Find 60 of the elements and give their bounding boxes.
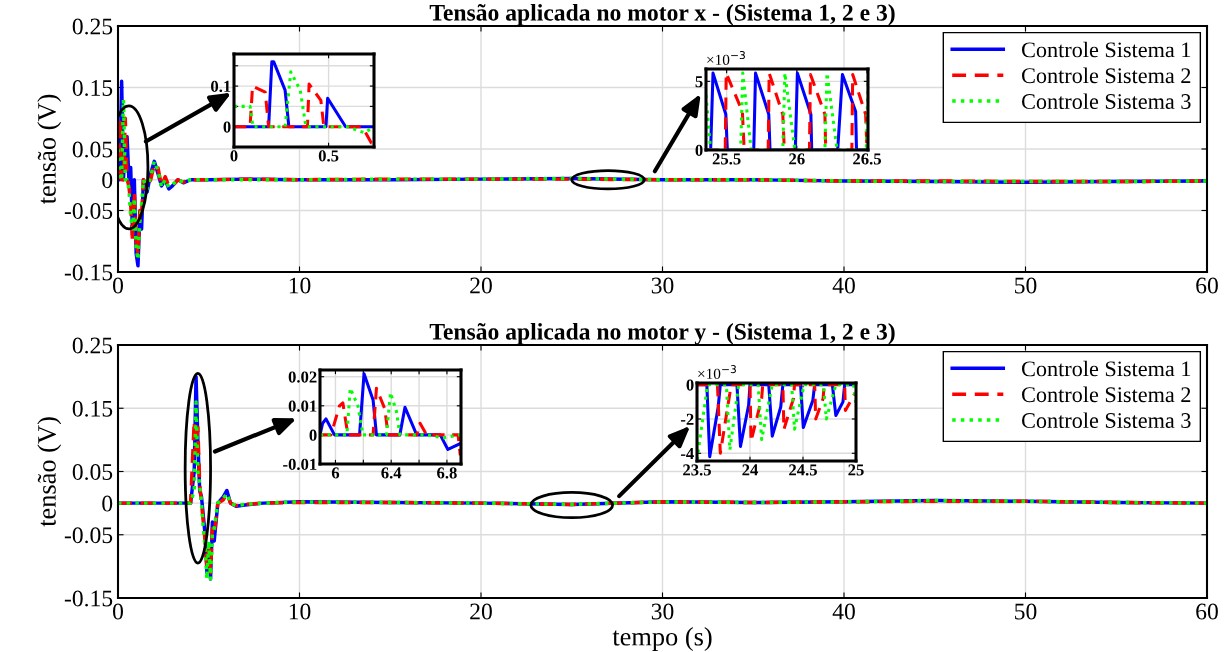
y-tick-label: 0.05 bbox=[72, 463, 113, 481]
y-tick-label: 5 bbox=[695, 76, 703, 88]
chart-title: Tensão aplicada no motor y - (Sistema 1, 2 e 3) bbox=[429, 323, 895, 345]
annotation: ×10$^{−3}$ bbox=[707, 51, 745, 65]
y-tick-label: 0.05 bbox=[72, 141, 113, 158]
x-tick-label: 10 bbox=[289, 603, 311, 620]
line-series bbox=[234, 70, 374, 135]
x-tick-label: 26.5 bbox=[853, 153, 881, 165]
x-tick-label: 25.5 bbox=[712, 153, 741, 165]
x-tick-label: 30 bbox=[651, 277, 674, 294]
y-tick-label: 0 bbox=[102, 172, 113, 189]
y-tick-label: 0.1 bbox=[211, 80, 231, 93]
x-tick-label: 26 bbox=[789, 153, 805, 165]
x-axis-title: tempo (s) bbox=[612, 627, 712, 651]
y-tick-label: 0.25 bbox=[72, 337, 113, 354]
x-tick-label: 10 bbox=[289, 277, 311, 294]
legend-label: Controle Sistema 1 bbox=[1022, 360, 1191, 377]
legend-label: Controle Sistema 3 bbox=[1022, 412, 1191, 429]
x-tick-label: 6.8 bbox=[437, 467, 457, 479]
y-tick-label: 0 bbox=[686, 379, 694, 391]
y-tick-label: -4 bbox=[680, 448, 694, 460]
x-tick-label: 24.5 bbox=[789, 464, 817, 476]
x-tick-label: 6 bbox=[331, 467, 340, 479]
y-tick-label: 0.25 bbox=[72, 18, 113, 35]
legend-label: Controle Sistema 2 bbox=[1022, 67, 1191, 84]
annotation: ×10$^{−3}$ bbox=[698, 365, 736, 379]
line-series bbox=[706, 71, 868, 150]
y-tick-label: -0.15 bbox=[64, 264, 113, 281]
chart-title: Tensão aplicada no motor x - (Sistema 1, 2 e 3) bbox=[429, 4, 895, 26]
y-tick-label: 0 bbox=[102, 495, 113, 512]
legend-label: Controle Sistema 2 bbox=[1022, 386, 1191, 403]
legend-label: Controle Sistema 1 bbox=[1022, 41, 1191, 58]
x-tick-label: 24 bbox=[742, 464, 759, 476]
x-tick-label: 20 bbox=[470, 603, 492, 620]
x-tick-label: 30 bbox=[651, 603, 674, 620]
x-tick-label: 23.5 bbox=[683, 464, 711, 476]
x-tick-label: 25 bbox=[848, 464, 864, 476]
x-tick-label: 60 bbox=[1196, 277, 1218, 294]
y-tick-label: 0.02 bbox=[288, 371, 317, 383]
legend-label: Controle Sistema 3 bbox=[1022, 93, 1191, 110]
y-axis-title: tensão (V) bbox=[37, 417, 62, 527]
y-tick-label: -0.05 bbox=[64, 202, 113, 220]
y-axis-title: tensão (V) bbox=[37, 94, 62, 205]
x-tick-label: 40 bbox=[832, 603, 855, 620]
y-tick-label: 0.15 bbox=[72, 79, 113, 97]
y-tick-label: -0.05 bbox=[64, 527, 113, 544]
x-tick-label: 0.5 bbox=[318, 150, 339, 162]
x-tick-label: 50 bbox=[1015, 277, 1037, 294]
y-tick-label: 0.15 bbox=[72, 400, 113, 417]
y-tick-label: -0.01 bbox=[283, 458, 317, 471]
x-tick-label: 40 bbox=[832, 277, 855, 294]
y-tick-label: -0.15 bbox=[64, 590, 113, 607]
line-series bbox=[234, 82, 374, 145]
y-tick-label: 0 bbox=[309, 429, 317, 441]
x-tick-label: 50 bbox=[1015, 603, 1037, 620]
x-tick-label: 20 bbox=[470, 277, 492, 294]
x-tick-label: 60 bbox=[1196, 603, 1218, 620]
y-tick-label: -2 bbox=[680, 413, 694, 425]
y-tick-label: 0.01 bbox=[288, 400, 317, 412]
x-tick-label: 6.4 bbox=[381, 467, 402, 479]
